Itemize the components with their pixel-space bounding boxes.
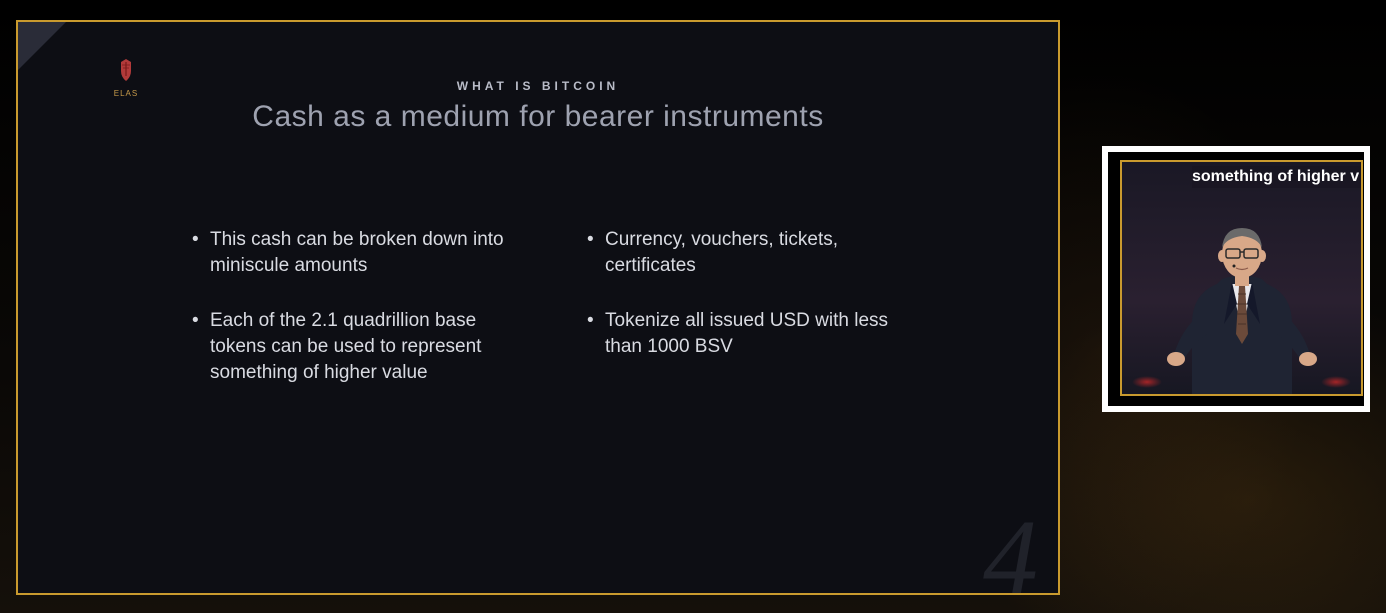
- list-item: Tokenize all issued USD with less than 1…: [583, 308, 918, 359]
- right-bullet-list: Currency, vouchers, tickets, certificate…: [583, 227, 918, 360]
- slide-eyebrow: WHAT IS BITCOIN: [18, 79, 1058, 93]
- page-number: 4: [983, 503, 1038, 595]
- right-column: Currency, vouchers, tickets, certificate…: [583, 227, 918, 415]
- main-slide: ELAS WHAT IS BITCOIN Cash as a medium fo…: [16, 20, 1060, 595]
- speaker-pip: something of higher v: [1102, 146, 1370, 412]
- list-item: This cash can be broken down into minisc…: [188, 227, 523, 278]
- stage-light-right: [1321, 376, 1351, 388]
- logo-shield-icon: [117, 59, 135, 81]
- bullet-columns: This cash can be broken down into minisc…: [188, 227, 918, 415]
- pip-caption: something of higher v: [1192, 166, 1361, 188]
- pip-inner-frame: something of higher v: [1120, 160, 1363, 396]
- left-column: This cash can be broken down into minisc…: [188, 227, 523, 415]
- speaker-figure-icon: [1162, 194, 1322, 394]
- slide-title: Cash as a medium for bearer instruments: [18, 100, 1058, 134]
- left-bullet-list: This cash can be broken down into minisc…: [188, 227, 523, 385]
- list-item: Currency, vouchers, tickets, certificate…: [583, 227, 918, 278]
- stage-light-left: [1132, 376, 1162, 388]
- list-item: Each of the 2.1 quadrillion base tokens …: [188, 308, 523, 385]
- corner-triangle: [18, 22, 66, 70]
